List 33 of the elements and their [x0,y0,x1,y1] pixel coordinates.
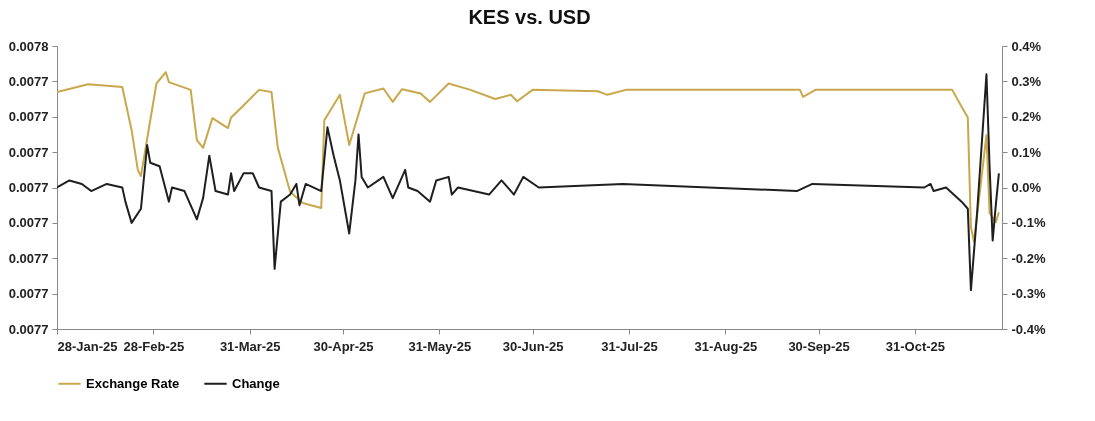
y2-tick-label: -0.1% [1011,215,1046,231]
x-tick-label: 30-Apr-25 [313,338,374,354]
legend-label: Change [232,375,280,391]
y-tick-label: 0.0077 [8,321,49,337]
y-tick-label: 0.0077 [8,215,49,231]
x-tick-label: 30-Jun-25 [502,338,564,354]
x-tick-label: 30-Sep-25 [788,338,850,354]
x-tick-label: 31-Oct-25 [885,338,946,354]
line-series [57,73,1000,292]
legend-label: Exchange Rate [86,375,180,391]
y2-tick-label: 0.1% [1011,144,1042,160]
y2-tick-label: -0.4% [1011,321,1046,337]
y-tick-label: 0.0077 [8,250,49,266]
y-tick-label: 0.0078 [8,38,49,54]
y2-tick-label: -0.3% [1011,286,1046,302]
x-tick-label: 28-Feb-25 [123,338,185,354]
x-tick-label: 28-Jan-25 [57,338,118,354]
y-tick-label: 0.0077 [8,109,49,125]
line-series [57,71,1000,243]
y2-tick-label: 0.2% [1011,109,1042,125]
y2-tick-label: 0.3% [1011,73,1042,89]
x-tick-label: 31-Aug-25 [694,338,758,354]
x-tick-label: 31-May-25 [408,338,472,354]
y-tick-label: 0.0077 [8,73,49,89]
y-tick-label: 0.0077 [8,144,49,160]
y-tick-label: 0.0077 [8,180,49,195]
x-tick-label: 31-Jul-25 [601,338,658,354]
y2-tick-label: 0.4% [1011,38,1042,54]
y-tick-label: 0.0077 [8,286,49,302]
y2-tick-label: 0.0% [1011,180,1042,195]
chart-title: KES vs. USD [468,6,591,28]
y2-tick-label: -0.2% [1011,250,1046,266]
x-tick-label: 31-Mar-25 [219,338,281,354]
